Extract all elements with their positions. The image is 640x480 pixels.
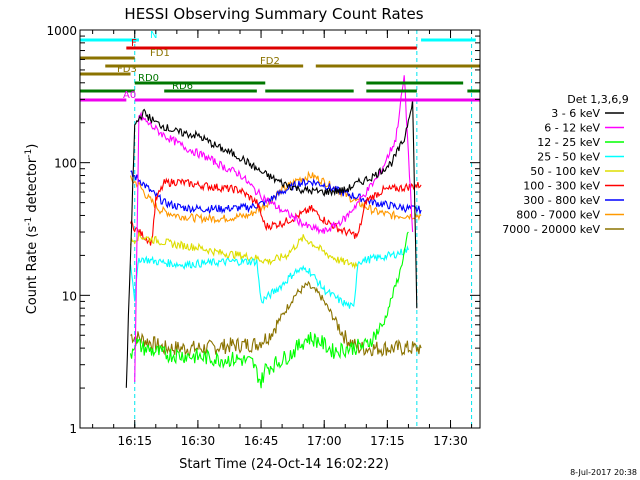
- series-line-50-100-kev: [129, 232, 359, 270]
- series-line-7000-20000-kev: [130, 280, 422, 357]
- legend-label-7000-20000-kev: 7000 - 20000 keV: [502, 223, 600, 236]
- flag-label-rd6: RD6: [172, 81, 193, 92]
- y-tick-label-1: 1: [69, 422, 77, 436]
- flag-label-fd3: FD3: [117, 64, 137, 75]
- series-line-3-6-kev: [125, 99, 418, 388]
- legend-label-3-6-kev: 3 - 6 keV: [551, 107, 600, 120]
- legend-title: Det 1,3,6,9: [567, 93, 629, 106]
- legend-label-6-12-kev: 6 - 12 keV: [544, 122, 600, 135]
- y-tick-label-1000: 1000: [46, 24, 77, 38]
- flag-label-a0: A0: [123, 90, 136, 101]
- legend-label-100-300-kev: 100 - 300 keV: [523, 180, 600, 193]
- series-line-100-300-kev: [129, 177, 422, 246]
- legend-label-50-100-kev: 50 - 100 keV: [530, 165, 600, 178]
- y-tick-label-10: 10: [62, 289, 77, 303]
- x-tick-label-17-30: 17:30: [433, 434, 468, 448]
- x-tick-label-16-45: 16:45: [244, 434, 279, 448]
- legend-label-800-7000-kev: 800 - 7000 keV: [516, 209, 600, 222]
- x-axis-label: Start Time (24-Oct-14 16:02:22): [179, 457, 389, 472]
- legend-label-25-50-kev: 25 - 50 keV: [537, 151, 600, 164]
- plot-frame: [79, 29, 481, 429]
- footer-date: 8-Jul-2017 20:38: [570, 468, 637, 477]
- flag-label-fd2: FD2: [260, 56, 280, 67]
- x-tick-label-17-15: 17:15: [370, 434, 405, 448]
- series-line-300-800-kev: [130, 170, 422, 215]
- x-tick-label-16-15: 16:15: [117, 434, 152, 448]
- y-tick-label-100: 100: [54, 157, 77, 171]
- series-line-6-12-kev: [134, 75, 414, 383]
- y-axis-label: Count Rate (s-1 detector-1): [24, 144, 40, 315]
- x-tick-label-16-30: 16:30: [181, 434, 216, 448]
- legend-label-12-25-kev: 12 - 25 keV: [537, 136, 600, 149]
- series-line-12-25-kev: [129, 231, 409, 389]
- flag-label-n: N: [150, 30, 157, 41]
- flag-label-fd1: FD1: [150, 48, 170, 59]
- series-line-25-50-kev: [129, 245, 409, 309]
- flag-label-rd0: RD0: [138, 73, 159, 84]
- flag-label-f: F: [131, 38, 137, 49]
- legend-label-300-800-kev: 300 - 800 keV: [523, 194, 600, 207]
- chart-title: HESSI Observing Summary Count Rates: [124, 5, 423, 23]
- x-tick-label-17-00: 17:00: [307, 434, 342, 448]
